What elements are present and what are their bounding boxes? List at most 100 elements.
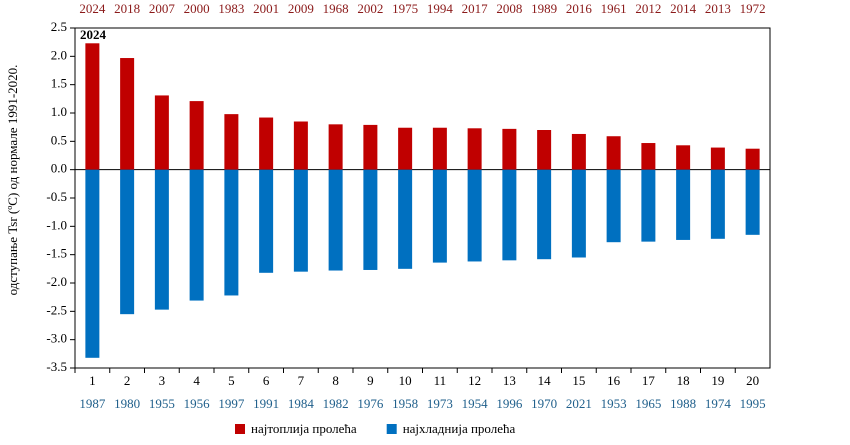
x-tick-label: 2 bbox=[124, 373, 131, 388]
bar bbox=[293, 169, 308, 272]
top-year-label: 2007 bbox=[149, 1, 176, 16]
bar bbox=[328, 169, 343, 271]
x-tick-label: 19 bbox=[711, 373, 724, 388]
top-year-label: 1983 bbox=[218, 1, 244, 16]
bar bbox=[571, 133, 586, 170]
bar bbox=[676, 145, 691, 170]
bottom-year-label: 1996 bbox=[496, 396, 523, 411]
top-year-label: 1961 bbox=[601, 1, 627, 16]
top-year-label: 2001 bbox=[253, 1, 279, 16]
y-tick-label: -3.5 bbox=[46, 359, 67, 374]
x-tick-label: 3 bbox=[159, 373, 166, 388]
bar bbox=[259, 117, 274, 170]
y-tick-label: -3.0 bbox=[46, 331, 67, 346]
y-tick-label: -2.5 bbox=[46, 302, 67, 317]
top-year-label: 1975 bbox=[392, 1, 418, 16]
bar bbox=[606, 136, 621, 170]
bar bbox=[641, 169, 656, 242]
bar bbox=[363, 124, 378, 170]
bottom-year-label: 1982 bbox=[323, 396, 349, 411]
y-tick-label: -0.5 bbox=[46, 189, 67, 204]
bottom-year-label: 1970 bbox=[531, 396, 557, 411]
bar bbox=[398, 169, 413, 269]
x-tick-label: 13 bbox=[503, 373, 516, 388]
bottom-year-label: 1973 bbox=[427, 396, 453, 411]
top-year-label: 1994 bbox=[427, 1, 454, 16]
top-year-label: 2014 bbox=[670, 1, 697, 16]
bar bbox=[467, 169, 482, 262]
bottom-year-label: 1953 bbox=[601, 396, 627, 411]
y-axis-label: одступање Tsr (ºC) од нормале 1991-2020. bbox=[5, 65, 20, 296]
top-year-label: 2000 bbox=[184, 1, 210, 16]
top-year-label: 2008 bbox=[496, 1, 522, 16]
x-tick-label: 15 bbox=[572, 373, 585, 388]
top-year-label: 2009 bbox=[288, 1, 314, 16]
y-tick-label: 1.0 bbox=[51, 104, 67, 119]
bottom-year-label: 1956 bbox=[184, 396, 211, 411]
y-tick-label: 0.5 bbox=[51, 132, 67, 147]
y-tick-label: -1.0 bbox=[46, 217, 67, 232]
bar bbox=[189, 169, 204, 301]
bar bbox=[224, 114, 239, 170]
bar bbox=[154, 169, 169, 310]
top-year-label: 1989 bbox=[531, 1, 557, 16]
x-tick-label: 10 bbox=[399, 373, 412, 388]
top-year-label: 1972 bbox=[740, 1, 766, 16]
x-tick-label: 7 bbox=[298, 373, 305, 388]
bar bbox=[502, 169, 517, 261]
x-tick-label: 8 bbox=[332, 373, 339, 388]
bar bbox=[641, 143, 656, 170]
bottom-year-label: 1984 bbox=[288, 396, 315, 411]
x-tick-label: 12 bbox=[468, 373, 481, 388]
bar bbox=[120, 58, 135, 170]
top-year-label: 2016 bbox=[566, 1, 593, 16]
annotation: 2024 bbox=[80, 27, 107, 42]
y-tick-label: 2.5 bbox=[51, 19, 67, 34]
bar bbox=[432, 169, 447, 263]
bar bbox=[745, 148, 760, 170]
top-year-label: 2018 bbox=[114, 1, 140, 16]
bar bbox=[154, 95, 169, 170]
y-tick-label: 0.0 bbox=[51, 161, 67, 176]
legend-label: најтоплија пролећа bbox=[251, 421, 357, 436]
y-tick-label: 2.0 bbox=[51, 47, 67, 62]
bar bbox=[502, 128, 517, 170]
x-tick-label: 9 bbox=[367, 373, 374, 388]
bar bbox=[398, 127, 413, 170]
bar bbox=[224, 169, 239, 296]
x-tick-label: 16 bbox=[607, 373, 621, 388]
top-year-label: 2002 bbox=[357, 1, 383, 16]
bottom-year-label: 1980 bbox=[114, 396, 140, 411]
bar bbox=[293, 121, 308, 170]
bottom-year-label: 2021 bbox=[566, 396, 592, 411]
bottom-year-label: 1955 bbox=[149, 396, 175, 411]
legend-label: најхладнија пролећа bbox=[403, 421, 516, 436]
bar bbox=[710, 147, 725, 170]
x-tick-label: 4 bbox=[193, 373, 200, 388]
bar bbox=[432, 127, 447, 170]
x-tick-label: 17 bbox=[642, 373, 656, 388]
bottom-year-label: 1995 bbox=[740, 396, 766, 411]
bar bbox=[745, 169, 760, 235]
bottom-year-label: 1976 bbox=[357, 396, 384, 411]
bar bbox=[467, 128, 482, 170]
y-tick-label: 1.5 bbox=[51, 76, 67, 91]
bottom-year-label: 1997 bbox=[218, 396, 245, 411]
x-tick-label: 1 bbox=[89, 373, 96, 388]
bottom-year-label: 1991 bbox=[253, 396, 279, 411]
bar bbox=[363, 169, 378, 270]
bar bbox=[85, 169, 100, 358]
bar bbox=[571, 169, 586, 258]
bottom-year-label: 1988 bbox=[670, 396, 696, 411]
bottom-year-label: 1987 bbox=[79, 396, 106, 411]
bar bbox=[328, 124, 343, 170]
bar bbox=[537, 169, 552, 260]
top-year-label: 2024 bbox=[79, 1, 106, 16]
bar bbox=[120, 169, 135, 315]
top-year-label: 2012 bbox=[635, 1, 661, 16]
plot-area bbox=[74, 27, 771, 369]
x-tick-label: 5 bbox=[228, 373, 235, 388]
legend-swatch bbox=[386, 424, 397, 434]
top-year-label: 2017 bbox=[462, 1, 489, 16]
